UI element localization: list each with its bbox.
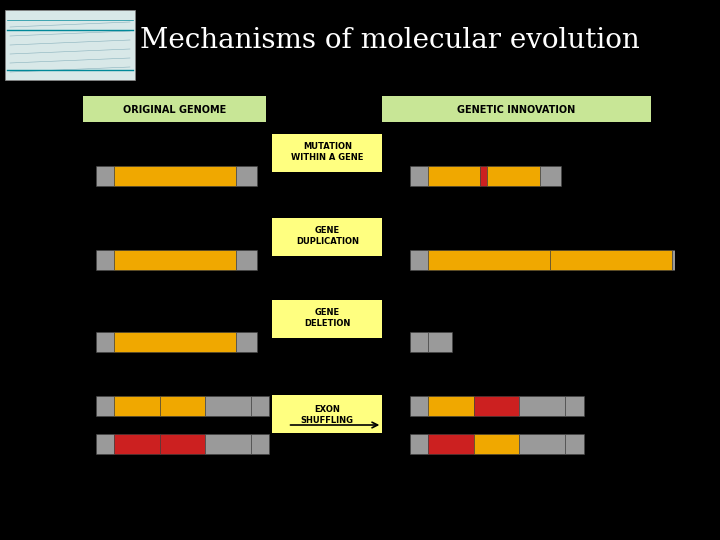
Bar bbox=[96, 251, 114, 269]
Bar bbox=[474, 396, 519, 416]
Bar bbox=[565, 396, 583, 416]
Text: EXON
SHUFFLING: EXON SHUFFLING bbox=[301, 405, 354, 425]
Text: GENE
DELETION: GENE DELETION bbox=[304, 308, 351, 328]
Text: Mechanisms of molecular evolution: Mechanisms of molecular evolution bbox=[140, 26, 640, 53]
Text: ORIGINAL GENOME: ORIGINAL GENOME bbox=[123, 105, 226, 115]
Bar bbox=[474, 434, 519, 454]
Bar bbox=[480, 166, 487, 186]
Bar bbox=[114, 166, 236, 186]
Bar bbox=[428, 396, 474, 416]
Bar bbox=[160, 396, 205, 416]
Text: gene: gene bbox=[164, 198, 186, 207]
Bar bbox=[96, 434, 114, 454]
Bar bbox=[84, 96, 266, 122]
Bar bbox=[236, 251, 257, 269]
Bar bbox=[114, 333, 236, 352]
Bar bbox=[410, 434, 428, 454]
Bar bbox=[96, 166, 114, 186]
Text: gene A: gene A bbox=[160, 381, 189, 390]
Bar bbox=[114, 251, 236, 269]
Bar bbox=[272, 218, 382, 256]
Text: mutation: mutation bbox=[489, 144, 527, 152]
Bar bbox=[428, 434, 474, 454]
Bar bbox=[236, 166, 257, 186]
Bar bbox=[539, 166, 561, 186]
Bar bbox=[428, 251, 550, 269]
Bar bbox=[550, 251, 672, 269]
Bar bbox=[96, 333, 114, 352]
Bar bbox=[410, 333, 428, 352]
Bar bbox=[251, 434, 269, 454]
Bar bbox=[428, 333, 452, 352]
Bar bbox=[410, 396, 428, 416]
Text: GENE
DUPLICATION: GENE DUPLICATION bbox=[296, 226, 359, 246]
Bar bbox=[114, 434, 160, 454]
Bar bbox=[428, 166, 480, 186]
Bar bbox=[272, 300, 382, 338]
Bar bbox=[160, 434, 205, 454]
Text: gene: gene bbox=[164, 364, 186, 373]
Bar bbox=[5, 10, 135, 80]
Text: gene B: gene B bbox=[160, 459, 189, 468]
Bar bbox=[236, 333, 257, 352]
Bar bbox=[205, 396, 251, 416]
Text: +: + bbox=[176, 418, 186, 431]
Bar bbox=[487, 166, 539, 186]
Bar bbox=[272, 134, 382, 172]
Bar bbox=[382, 96, 651, 122]
Bar bbox=[114, 396, 160, 416]
Bar bbox=[519, 434, 565, 454]
Bar bbox=[410, 166, 428, 186]
Bar bbox=[410, 251, 428, 269]
Bar bbox=[519, 396, 565, 416]
Bar bbox=[251, 396, 269, 416]
Bar bbox=[205, 434, 251, 454]
Text: -: - bbox=[496, 418, 500, 431]
Text: MUTATION
WITHIN A GENE: MUTATION WITHIN A GENE bbox=[291, 142, 364, 162]
Bar bbox=[272, 395, 382, 433]
Bar bbox=[96, 396, 114, 416]
Bar bbox=[672, 251, 689, 269]
Text: GENETIC INNOVATION: GENETIC INNOVATION bbox=[457, 105, 575, 115]
Bar bbox=[565, 434, 583, 454]
